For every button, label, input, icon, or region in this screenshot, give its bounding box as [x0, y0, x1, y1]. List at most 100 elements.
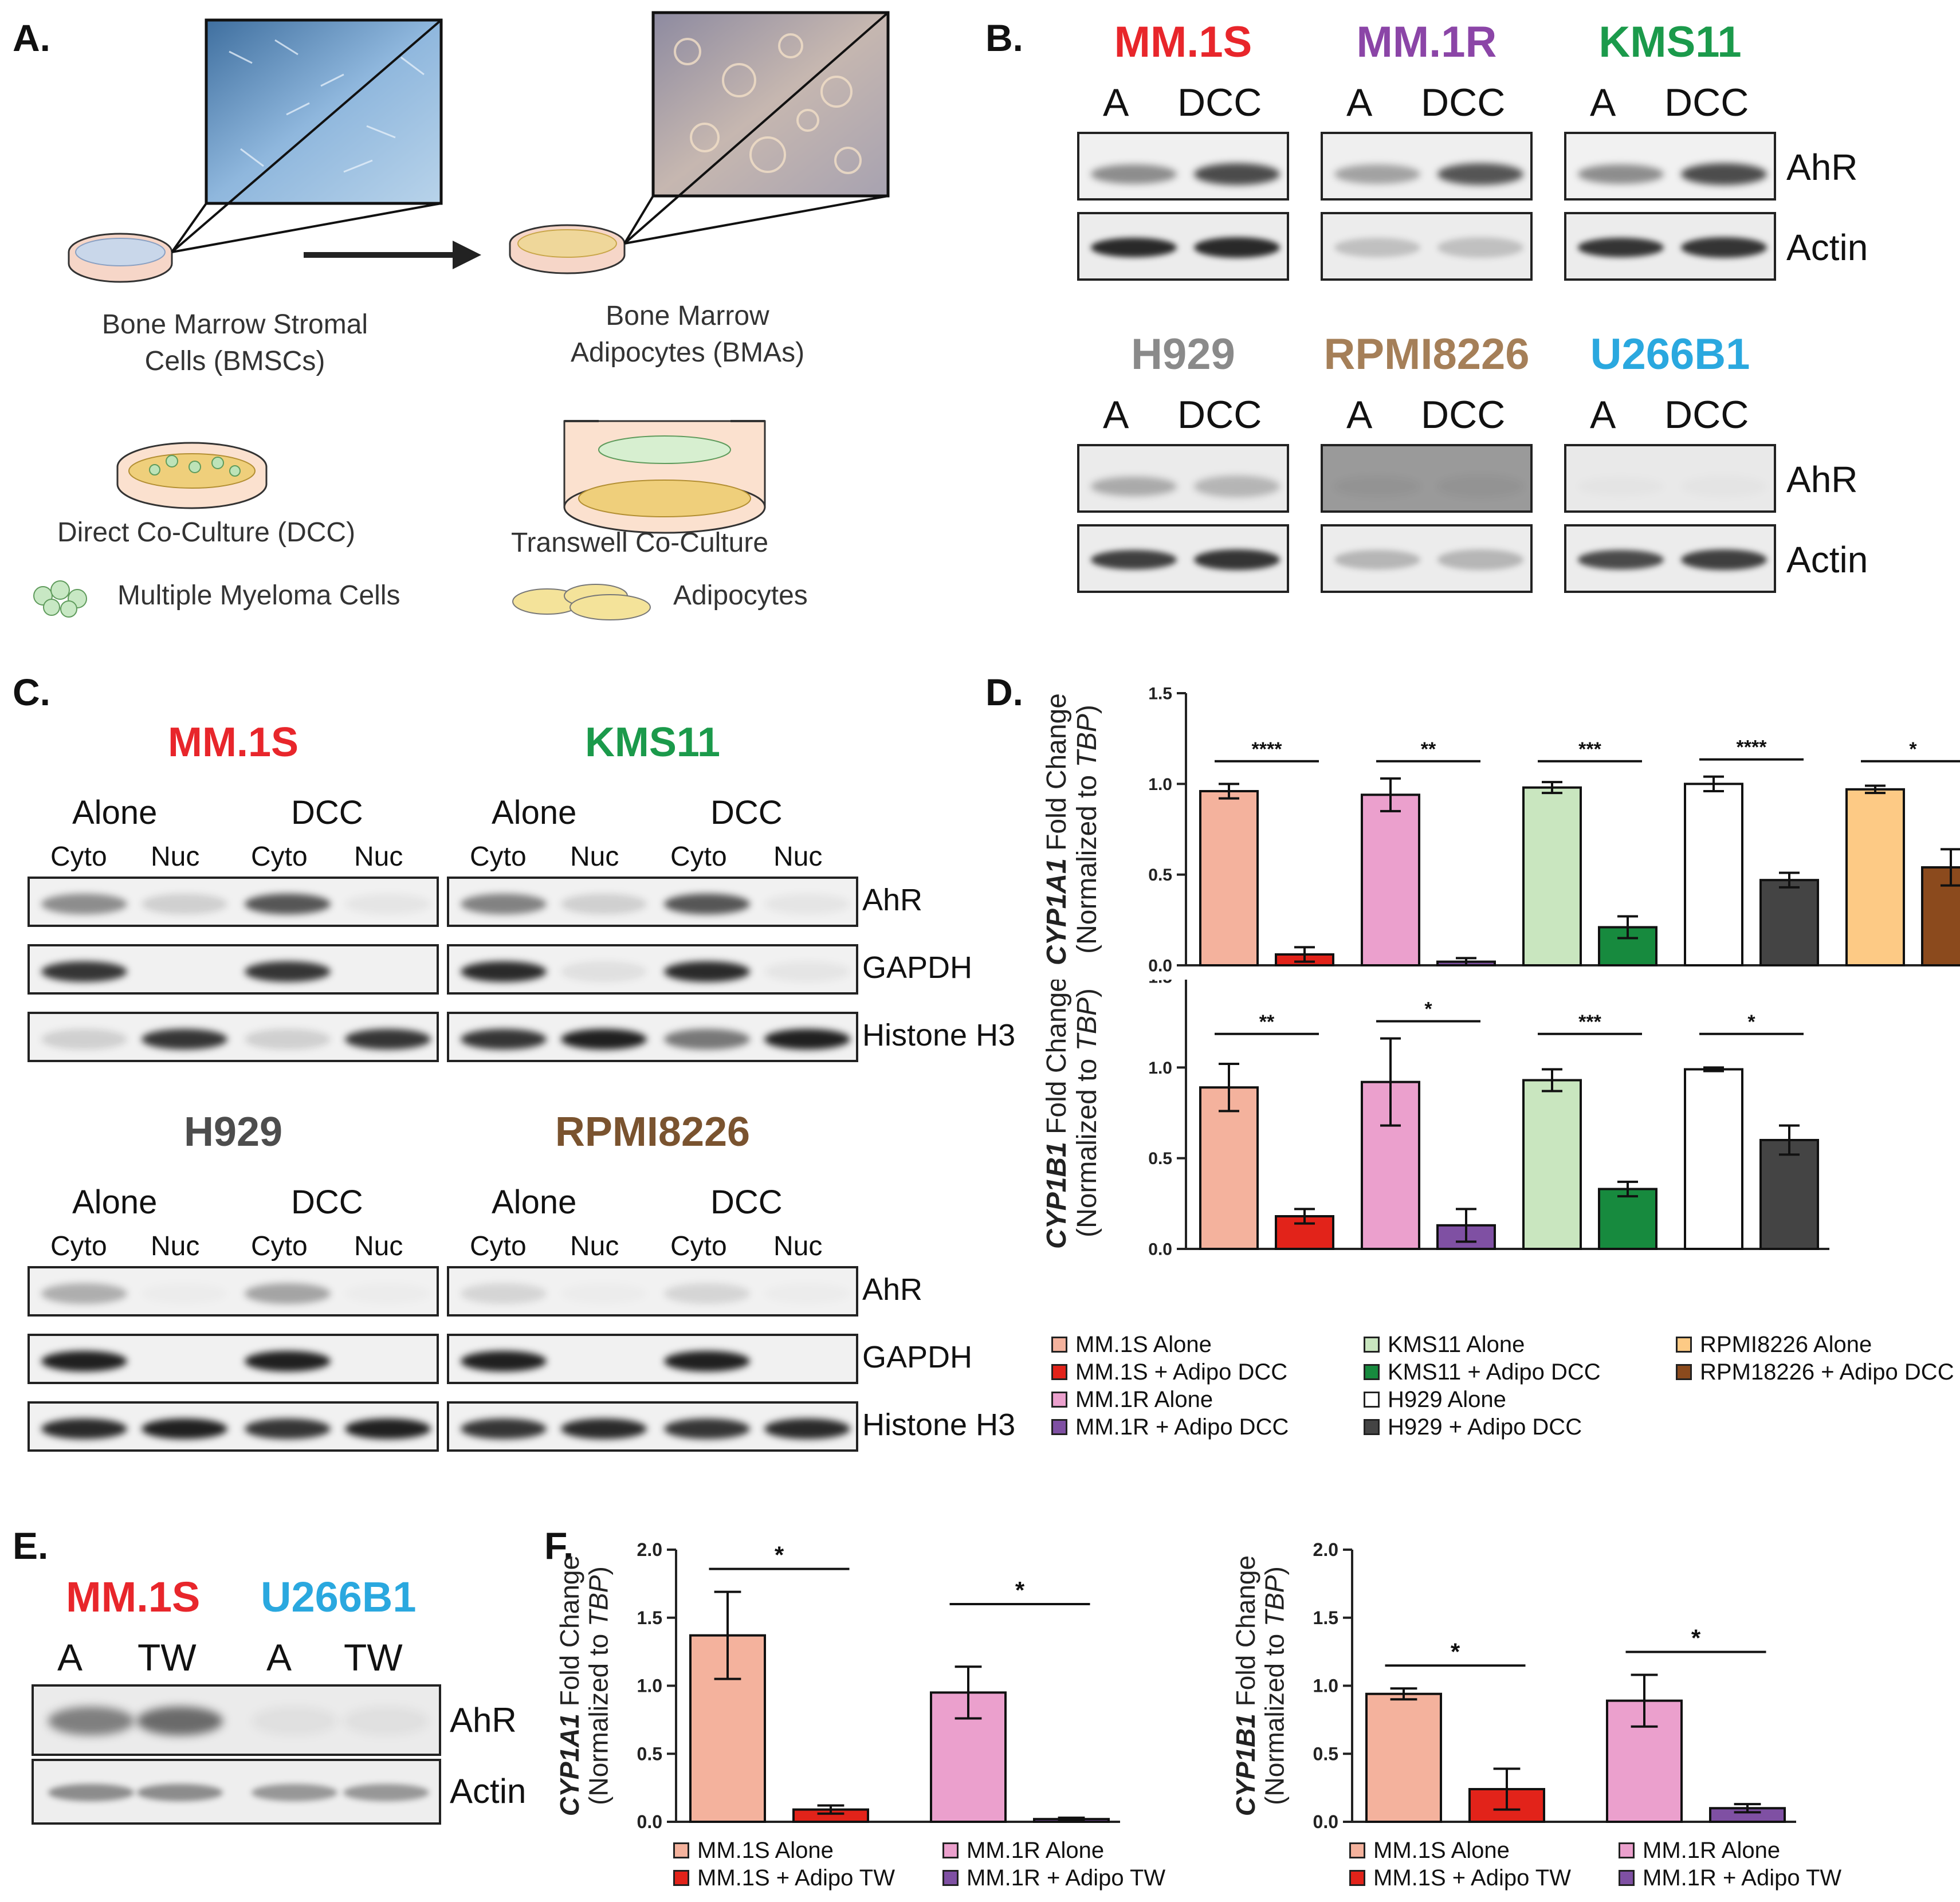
legend-label: KMS11 Alone: [1388, 1332, 1525, 1357]
lane-label-dcc: DCC: [1664, 393, 1749, 437]
legend-label: MM.1R Alone: [1643, 1838, 1781, 1863]
y-tick-label: 2.0: [1313, 1539, 1338, 1560]
blot-band: [664, 1418, 750, 1439]
actin-blot: [1321, 524, 1533, 593]
blot-band: [41, 894, 127, 914]
legend-label: MM.1R + Adipo TW: [967, 1865, 1166, 1891]
blot-band: [764, 1283, 850, 1304]
cyp1a1-transwell-chart: 0.0 0.5 1.0 1.5 2.0 CYP1A1 Fold Change(Normal…: [555, 1539, 1120, 1832]
blot-band: [245, 1029, 331, 1050]
blot-band: [1334, 550, 1420, 569]
legend-label: MM.1R + Adipo TW: [1643, 1865, 1842, 1891]
lane-label-cyto: Cyto: [670, 842, 727, 872]
blot-band: [1194, 476, 1280, 497]
bar: [1275, 1215, 1334, 1250]
blot-band: [1194, 163, 1280, 185]
actin-blot: [1321, 212, 1533, 281]
lane-label-cyto: Cyto: [50, 1231, 107, 1262]
gapdh-blot: [28, 1334, 439, 1384]
blot-band: [1194, 237, 1280, 258]
significance-stars: *: [1015, 1577, 1025, 1604]
blot-band: [664, 894, 750, 914]
y-axis-label-2: (Normalized to TBP): [1072, 988, 1102, 1237]
significance-stars: **: [1259, 1011, 1275, 1033]
panel-b-label: B.: [985, 17, 1023, 59]
protein-label-ahr: AhR: [1786, 147, 1858, 188]
bar: [1684, 1068, 1743, 1250]
bma-caption: Bone Marrow Adipocytes (BMAs): [570, 301, 805, 368]
ahr-blot: [447, 877, 858, 927]
y-axis-label-2: (Normalized to TBP): [584, 1566, 614, 1805]
y-axis-label-2: (Normalized to TBP): [1260, 1566, 1290, 1805]
myeloma-cells-legend-icon: [33, 580, 87, 618]
blot-band: [245, 1418, 331, 1439]
y-tick-label: 0.0: [1313, 1811, 1338, 1832]
blot-band: [1334, 164, 1420, 184]
blot-band: [142, 1418, 227, 1439]
legend-swatch: [1051, 1364, 1067, 1380]
blot-band: [41, 1283, 127, 1304]
panel-b: B. MM.1S A DCC MM.1R A DCC KMS11 A DCC AhR Actin H9…: [974, 0, 1960, 630]
ahr-blot: [1321, 132, 1533, 201]
significance-stars: ***: [1578, 738, 1601, 760]
lane-label-a: A: [1103, 393, 1129, 437]
lane-label-nuc: Nuc: [151, 1231, 200, 1262]
blot-band: [1334, 238, 1420, 257]
legend-swatch: [1676, 1337, 1692, 1353]
protein-label-ahr: AhR: [1786, 459, 1858, 500]
blot-band: [343, 1784, 429, 1801]
significance-stars: *: [1747, 1011, 1755, 1033]
legend-swatch: [1051, 1392, 1067, 1408]
panel-e: E. MM.1S U266B1 A TW A TW AhR Actin: [0, 1512, 544, 1902]
y-axis-label-2: (Normalized to TBP): [1072, 705, 1102, 954]
group-label-dcc: DCC: [710, 1184, 783, 1221]
y-axis-label-rest: Fold Change: [1042, 693, 1072, 858]
y-axis-label: CYP1B1 Fold Change: [1231, 1555, 1260, 1816]
blot-band: [561, 961, 647, 982]
y-tick-label: 1.0: [1148, 775, 1172, 794]
y-axis-label-2b: TBP: [1072, 714, 1102, 767]
blot-band: [1578, 477, 1664, 496]
panel-c: C. MM.1S Alone DCC Cyto Nuc Cyto Nuc AhR GAPDH Hi…: [0, 659, 1031, 1461]
y-tick-label: 1.0: [1148, 1059, 1172, 1078]
blot-band: [41, 1029, 127, 1050]
ahr-blot: [1077, 132, 1289, 201]
legend-label: MM.1S Alone: [1075, 1332, 1212, 1357]
blot-band: [137, 1784, 223, 1801]
bar: [1199, 790, 1259, 966]
blot-band: [461, 1351, 547, 1372]
gapdh-blot: [447, 1334, 858, 1384]
blot-band: [664, 1351, 750, 1372]
lane-label-a: A: [57, 1636, 83, 1679]
blot-band: [764, 1029, 850, 1050]
lane-label-nuc: Nuc: [570, 842, 619, 872]
blot-band: [345, 1029, 431, 1050]
y-tick-label: 0.5: [1148, 1149, 1172, 1168]
blot-band: [1681, 549, 1767, 570]
legend-swatch: [1364, 1364, 1380, 1380]
y-axis-label-rest: Fold Change: [1231, 1555, 1260, 1714]
y-tick-label: 0.0: [1148, 1240, 1172, 1259]
lane-label-a: A: [1103, 81, 1129, 124]
bar: [1522, 786, 1582, 967]
y-axis-label-2b: TBP: [1072, 997, 1102, 1051]
protein-label-actin: Actin: [1786, 539, 1868, 580]
lane-label-nuc: Nuc: [354, 1231, 403, 1262]
blot-band: [461, 894, 547, 914]
y-axis-label-2a: (Normalized to: [584, 1626, 614, 1805]
lane-label-cyto: Cyto: [670, 1231, 727, 1262]
panel-a-label: A.: [13, 17, 50, 59]
y-axis-label-2b: TBP: [1260, 1575, 1290, 1626]
y-axis-label-2a: (Normalized to: [1072, 1051, 1102, 1237]
blot-band: [345, 1418, 431, 1439]
y-axis-label: CYP1A1 Fold Change: [555, 1555, 584, 1816]
blot-band: [1091, 238, 1177, 257]
legend-label: MM.1R + Adipo DCC: [1075, 1414, 1289, 1440]
lane-label-tw: TW: [344, 1636, 403, 1679]
bar: [1759, 1139, 1819, 1250]
lane-label-cyto: Cyto: [470, 1231, 527, 1262]
bma-dish: [509, 224, 626, 274]
significance-stars: ***: [1578, 1011, 1601, 1033]
dcc-dish-illustration: [116, 442, 268, 509]
protein-label: GAPDH: [862, 1340, 973, 1374]
